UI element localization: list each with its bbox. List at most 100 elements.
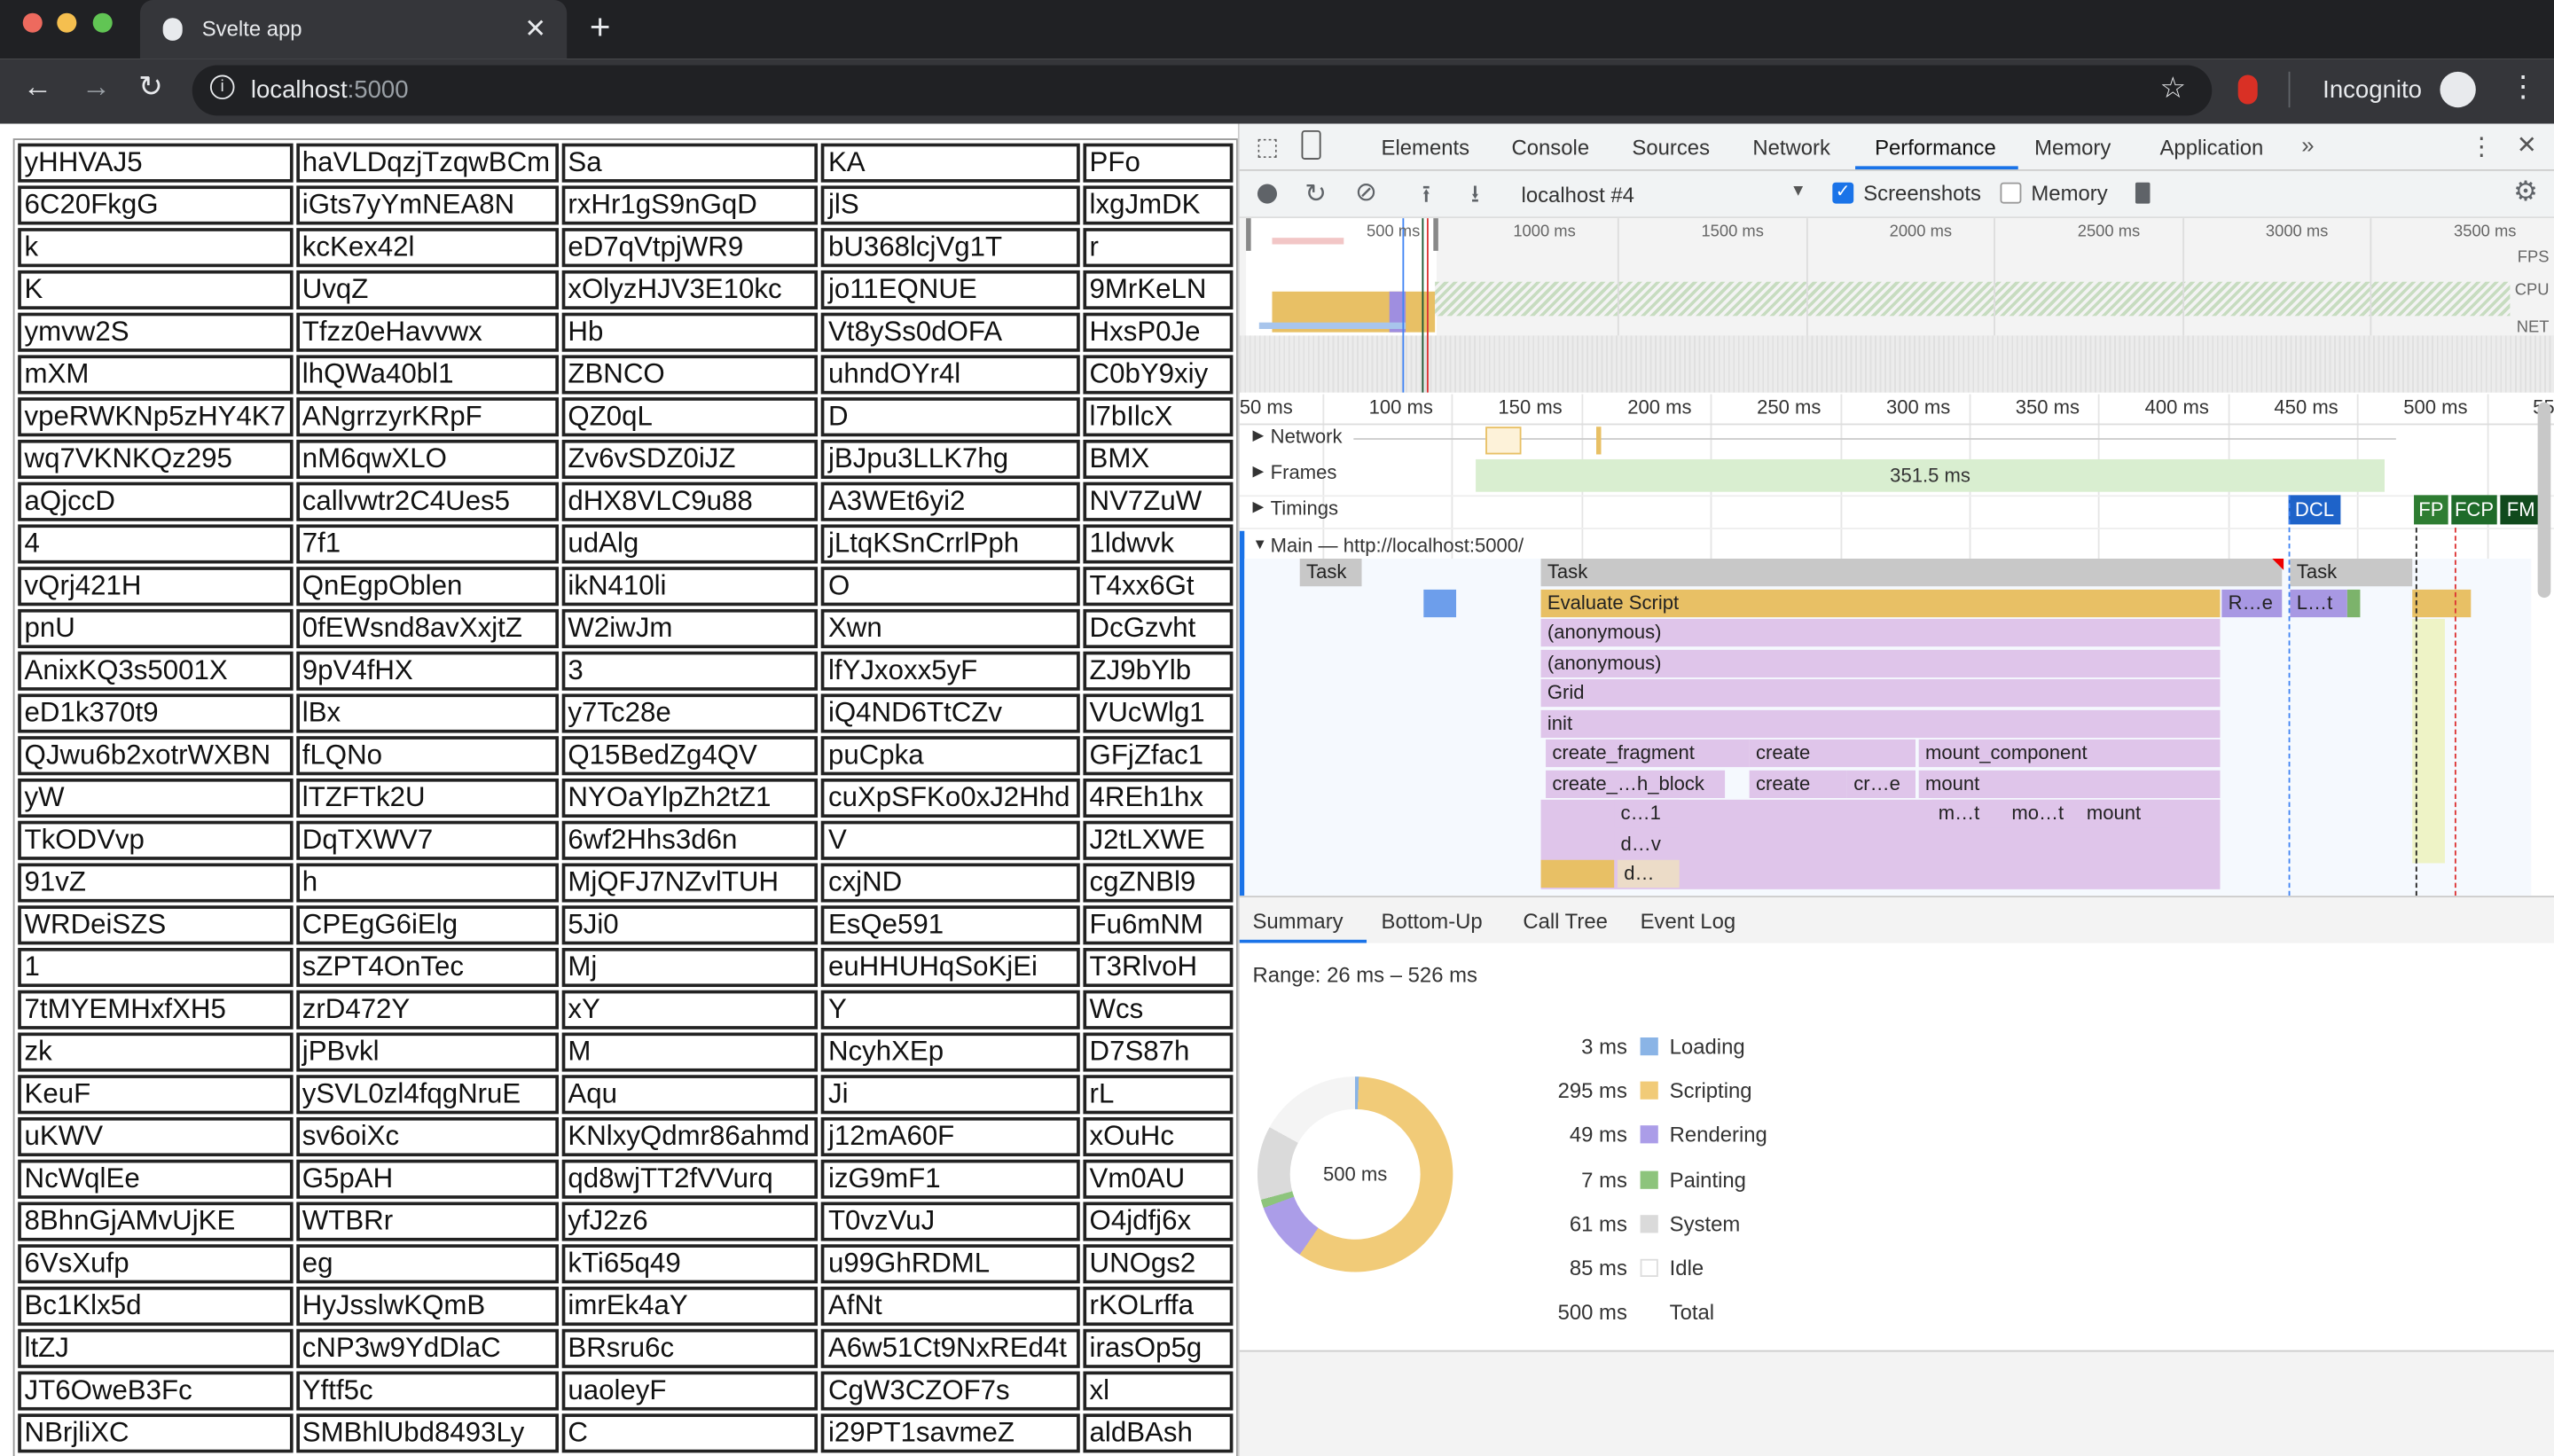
- flame-event-bar[interactable]: [1423, 589, 1457, 618]
- flame-event-bar[interactable]: [1540, 859, 1615, 888]
- info-icon[interactable]: i: [209, 74, 235, 100]
- maximize-window-button[interactable]: [92, 12, 113, 33]
- screenshots-checkbox[interactable]: ✓: [1832, 182, 1854, 204]
- table-cell: vpeRWKNp5zHY4K7: [18, 397, 293, 437]
- flame-bar-create1[interactable]: create: [1749, 739, 1916, 768]
- network-track-label[interactable]: Network: [1270, 425, 1343, 449]
- devtools-menu-icon[interactable]: ⋮: [2469, 133, 2495, 161]
- flame-bar-mount_component[interactable]: mount_component: [1918, 739, 2221, 768]
- flame-event-bar[interactable]: [2412, 589, 2472, 618]
- flame-bar-lt[interactable]: L…t: [2290, 589, 2347, 618]
- bookmark-star-icon[interactable]: ☆: [2159, 71, 2187, 105]
- total-label: Total: [1669, 1300, 1715, 1325]
- close-devtools-icon[interactable]: ✕: [2516, 131, 2537, 160]
- incognito-icon[interactable]: [2440, 71, 2476, 108]
- network-expand-icon[interactable]: ▶: [1252, 427, 1265, 443]
- reload-profile-icon[interactable]: ↻: [1304, 180, 1327, 209]
- flame-chart[interactable]: 50 ms 100 ms 150 ms 200 ms 250 ms 300 ms 350 m…: [1239, 394, 2554, 896]
- tab-sources[interactable]: Sources: [1632, 135, 1711, 160]
- table-cell: 9pV4fHX: [295, 651, 559, 691]
- selection-handle-left[interactable]: [1246, 218, 1251, 251]
- timings-track-label[interactable]: Timings: [1270, 497, 1338, 520]
- flame-bar-create2[interactable]: create: [1749, 770, 1847, 799]
- flame-event-bar[interactable]: [2346, 589, 2361, 618]
- table-row: yW lTZFTk2U NYOaYlpZh2tZ1 cuXpSFKo0xJ2Hhd 4R…: [18, 778, 1234, 818]
- back-icon[interactable]: ←: [22, 69, 52, 103]
- timings-expand-icon[interactable]: ▶: [1252, 498, 1265, 515]
- flame-event-bar[interactable]: [2412, 618, 2445, 864]
- flame-bar-create_block[interactable]: create_…h_block: [1546, 770, 1726, 799]
- table-cell: kcKex42l: [295, 228, 559, 268]
- frames-track-label[interactable]: Frames: [1270, 460, 1337, 484]
- selection-handle-right[interactable]: [1433, 218, 1438, 251]
- fcp-marker[interactable]: FCP: [2451, 495, 2497, 525]
- memory-checkbox[interactable]: [2000, 182, 2022, 204]
- flame-bar-evaluate[interactable]: Evaluate Script: [1540, 589, 2221, 618]
- collect-garbage-icon[interactable]: [2135, 182, 2151, 204]
- flame-bar-task1[interactable]: Task: [1299, 559, 1362, 587]
- flame-bar-task2[interactable]: Task: [1540, 559, 2283, 587]
- flame-bar-create_fragment[interactable]: create_fragment: [1546, 739, 1750, 768]
- timeline-overview[interactable]: 500 ms 1000 ms 1500 ms 2000 ms 2500 ms 3000 m…: [1239, 218, 2554, 393]
- legend-swatch: [1640, 1214, 1658, 1233]
- table-row: Bc1Klx5d HyJsslwKQmB imrEk4aY AfNt rKOLrffa: [18, 1287, 1234, 1327]
- tab-console[interactable]: Console: [1511, 135, 1590, 160]
- tab-elements[interactable]: Elements: [1381, 135, 1470, 160]
- chrome-menu-icon[interactable]: ⋮: [2508, 69, 2538, 103]
- load-profile-icon[interactable]: ⭱: [1422, 180, 1431, 209]
- inspect-element-icon[interactable]: ⬚: [1256, 133, 1280, 161]
- frames-expand-icon[interactable]: ▶: [1252, 462, 1265, 480]
- close-tab-icon[interactable]: ✕: [524, 16, 547, 44]
- main-track-label[interactable]: Main — http://localhost:5000/: [1270, 534, 1524, 558]
- flame-bar-cre[interactable]: cr…e: [1846, 770, 1916, 799]
- settings-gear-icon[interactable]: ⚙: [2513, 176, 2539, 207]
- profile-select[interactable]: localhost #4 ▼: [1513, 175, 1809, 214]
- network-request-bar[interactable]: [1596, 427, 1602, 455]
- clear-icon[interactable]: ⊘: [1355, 179, 1377, 207]
- tab-event-log[interactable]: Event Log: [1640, 908, 1736, 934]
- network-request-bar[interactable]: [1485, 427, 1522, 455]
- more-tabs-icon[interactable]: »: [2301, 131, 2315, 159]
- flame-bar-mount1[interactable]: mount: [1918, 770, 2221, 799]
- reload-icon[interactable]: ↻: [138, 69, 163, 103]
- flame-scrollbar[interactable]: [2537, 402, 2551, 599]
- tab-call-tree[interactable]: Call Tree: [1523, 908, 1608, 934]
- table-cell: ZBNCO: [561, 355, 819, 395]
- flame-tick: 300 ms: [1885, 395, 1951, 419]
- device-toolbar-icon[interactable]: [1301, 129, 1321, 160]
- tab-summary[interactable]: Summary: [1252, 908, 1344, 934]
- flame-bar-anon2[interactable]: (anonymous): [1540, 649, 2221, 678]
- flame-bar-mot[interactable]: mo…t: [2005, 799, 2080, 828]
- minimize-window-button[interactable]: [57, 12, 77, 33]
- dcl-marker[interactable]: DCL: [2288, 495, 2341, 525]
- flame-bar-re[interactable]: R…e: [2221, 589, 2283, 618]
- flame-bar-grid[interactable]: Grid: [1540, 678, 2221, 708]
- fp-marker[interactable]: FP: [2414, 495, 2448, 525]
- table-cell: WRDeiSZS: [18, 905, 293, 945]
- main-collapse-icon[interactable]: ▼: [1252, 536, 1267, 552]
- close-window-button[interactable]: [22, 12, 43, 33]
- browser-tab[interactable]: Svelte app ✕: [139, 0, 568, 59]
- save-profile-icon[interactable]: ⭳: [1470, 180, 1480, 209]
- flame-bar-mount2[interactable]: mount: [2080, 799, 2170, 828]
- flame-bar-dv[interactable]: d…v: [1614, 830, 1680, 858]
- flame-bar-task3[interactable]: Task: [2290, 559, 2413, 587]
- frame-bar[interactable]: 351.5 ms: [1476, 458, 2385, 492]
- tab-bottom-up[interactable]: Bottom-Up: [1381, 908, 1483, 934]
- flame-bar-anon1[interactable]: (anonymous): [1540, 618, 2221, 647]
- new-tab-icon[interactable]: +: [589, 6, 611, 48]
- flame-bar-mt[interactable]: m…t: [1931, 799, 2006, 828]
- tab-performance[interactable]: Performance: [1875, 135, 1996, 160]
- tab-network[interactable]: Network: [1752, 135, 1830, 160]
- table-cell: h: [295, 863, 559, 903]
- flame-bar-init[interactable]: init: [1540, 709, 2221, 739]
- tab-application[interactable]: Application: [2159, 135, 2264, 160]
- address-bar[interactable]: i localhost:5000 ☆: [192, 65, 2213, 116]
- forward-icon[interactable]: →: [81, 69, 111, 103]
- flame-bar-d[interactable]: d…: [1617, 859, 1680, 888]
- table-cell: pnU: [18, 608, 293, 649]
- record-icon[interactable]: [1257, 184, 1278, 204]
- flame-bar-c1[interactable]: c…1: [1614, 799, 1680, 828]
- extension-icon[interactable]: [2237, 74, 2258, 105]
- tab-memory[interactable]: Memory: [2034, 135, 2111, 160]
